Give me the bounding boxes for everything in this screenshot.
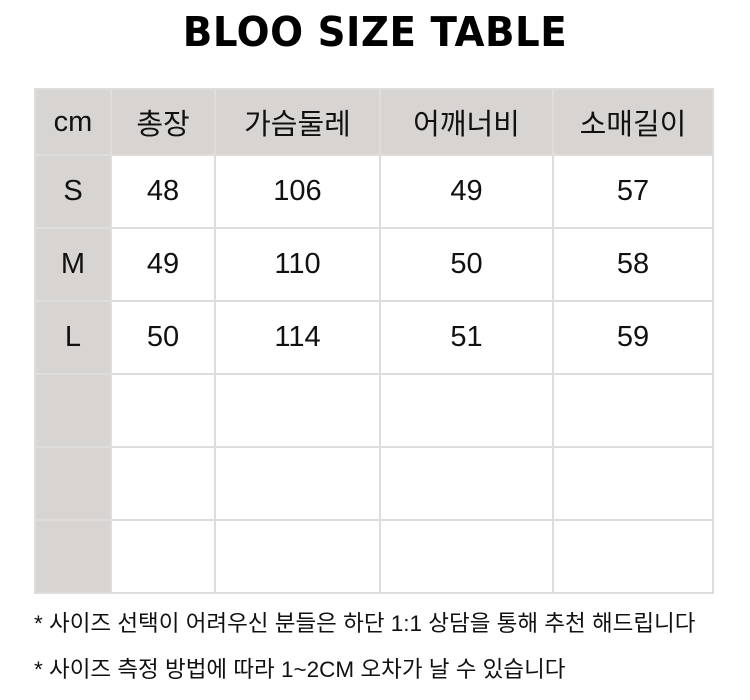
value-cell (554, 448, 712, 519)
value-cell: 49 (381, 156, 552, 227)
value-cell (216, 448, 379, 519)
note-size-consult: * 사이즈 선택이 어려우신 분들은 하단 1:1 상담을 통해 추천 해드립니… (34, 611, 696, 636)
size-cell (36, 521, 110, 592)
value-cell: 50 (112, 302, 214, 373)
value-cell: 50 (381, 229, 552, 300)
table-row-m: M 49 110 50 58 (36, 229, 712, 300)
table-row-l: L 50 114 51 59 (36, 302, 712, 373)
value-cell: 110 (216, 229, 379, 300)
value-cell (381, 521, 552, 592)
value-cell (112, 375, 214, 446)
value-cell: 48 (112, 156, 214, 227)
value-cell (554, 521, 712, 592)
value-cell (112, 448, 214, 519)
header-cell-unit: cm (36, 90, 110, 154)
value-cell: 58 (554, 229, 712, 300)
size-cell: L (36, 302, 110, 373)
value-cell: 106 (216, 156, 379, 227)
note-size-tolerance: * 사이즈 측정 방법에 따라 1~2CM 오차가 날 수 있습니다 (34, 657, 566, 682)
value-cell: 49 (112, 229, 214, 300)
size-cell (36, 448, 110, 519)
value-cell (216, 375, 379, 446)
value-cell (381, 375, 552, 446)
size-cell: M (36, 229, 110, 300)
value-cell: 57 (554, 156, 712, 227)
table-row-empty (36, 375, 712, 446)
size-cell (36, 375, 110, 446)
header-cell-sleeve: 소매길이 (554, 90, 712, 154)
value-cell: 51 (381, 302, 552, 373)
table-row-empty (36, 521, 712, 592)
header-cell-chest: 가슴둘레 (216, 90, 379, 154)
table-row-empty (36, 448, 712, 519)
header-cell-shoulder: 어깨너비 (381, 90, 552, 154)
table-row-s: S 48 106 49 57 (36, 156, 712, 227)
size-table: cm 총장 가슴둘레 어깨너비 소매길이 S 48 106 49 57 M 49… (34, 88, 714, 594)
page-title: BLOO SIZE TABLE (182, 8, 568, 56)
value-cell (216, 521, 379, 592)
value-cell (112, 521, 214, 592)
value-cell: 114 (216, 302, 379, 373)
value-cell: 59 (554, 302, 712, 373)
table-header-row: cm 총장 가슴둘레 어깨너비 소매길이 (36, 90, 712, 154)
value-cell (381, 448, 552, 519)
size-notes: * 사이즈 선택이 어려우신 분들은 하단 1:1 상담을 통해 추천 해드립니… (34, 610, 734, 700)
value-cell (554, 375, 712, 446)
size-cell: S (36, 156, 110, 227)
header-cell-chongjang: 총장 (112, 90, 214, 154)
